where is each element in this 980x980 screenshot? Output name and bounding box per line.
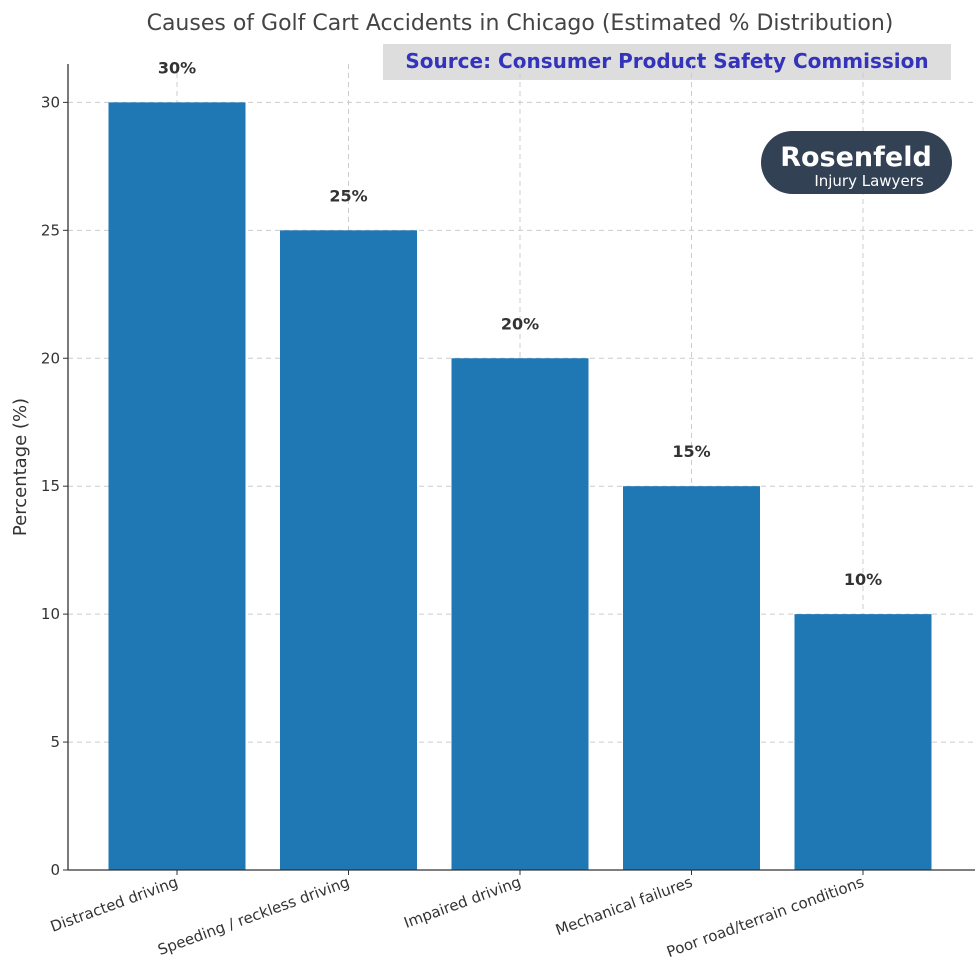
data-label: 30%	[158, 58, 196, 77]
x-tick-label: Distracted driving	[48, 873, 180, 936]
chart-title: Causes of Golf Cart Accidents in Chicago…	[147, 11, 894, 36]
y-axis-label: Percentage (%)	[10, 398, 31, 536]
y-tick-label: 10	[41, 605, 60, 623]
x-tick-label: Speeding / reckless driving	[155, 873, 351, 959]
logo-subtitle: Injury Lawyers	[814, 172, 924, 190]
bar	[280, 230, 417, 871]
y-tick-label: 25	[41, 221, 60, 239]
x-tick-label: Mechanical failures	[553, 873, 695, 939]
logo-background	[761, 131, 952, 194]
rosenfeld-logo: Rosenfeld Injury Lawyers	[761, 131, 952, 194]
source-banner-background	[383, 44, 951, 80]
y-axis-ticks: 0 5 10 15 20 25 30	[41, 93, 68, 879]
bar	[623, 486, 760, 870]
data-label: 25%	[329, 186, 367, 205]
y-tick-label: 5	[50, 733, 60, 751]
bar	[451, 358, 589, 870]
y-tick-label: 20	[41, 349, 60, 367]
source-banner: Source: Consumer Product Safety Commissi…	[383, 44, 951, 80]
bar	[108, 102, 246, 870]
y-tick-label: 0	[50, 861, 60, 879]
logo-brand: Rosenfeld	[780, 142, 932, 173]
data-label: 15%	[672, 442, 710, 461]
y-tick-label: 15	[41, 477, 60, 495]
data-labels: 30% 25% 20% 15% 10%	[158, 58, 882, 589]
bar	[794, 614, 932, 870]
x-tick-label: Poor road/terrain conditions	[664, 873, 866, 961]
logo-brand-initial: R	[780, 142, 801, 173]
y-tick-label: 30	[41, 93, 60, 111]
x-tick-label: Impaired driving	[401, 873, 523, 932]
bars	[108, 102, 932, 871]
logo-brand-rest: osenfeld	[801, 142, 932, 173]
data-label: 10%	[844, 570, 882, 589]
source-text: Source: Consumer Product Safety Commissi…	[405, 49, 928, 73]
data-label: 20%	[501, 314, 539, 333]
